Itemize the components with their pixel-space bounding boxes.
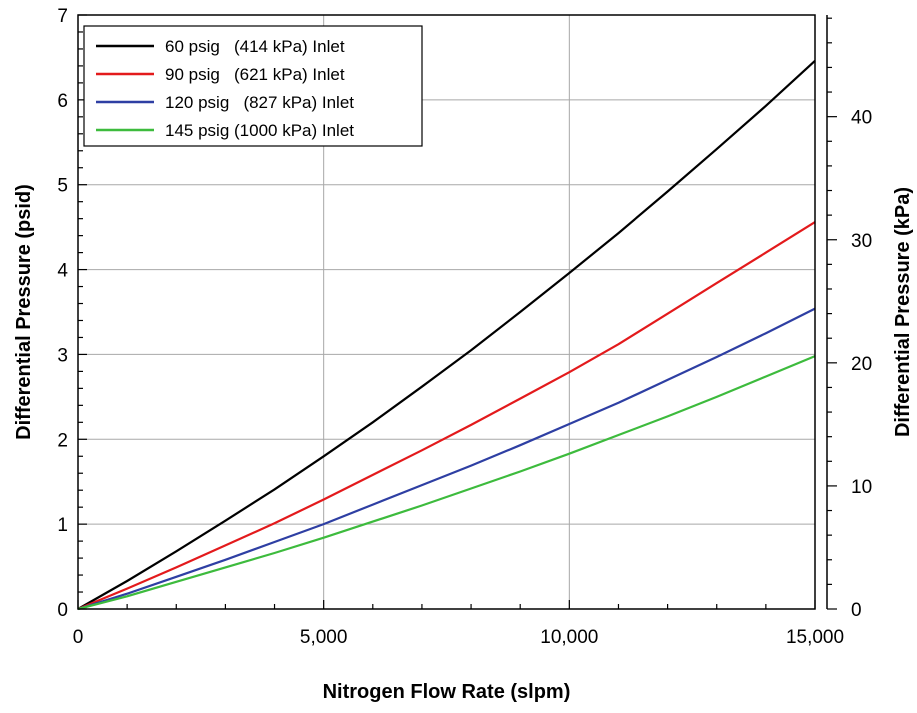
y2-tick-label: 40 bbox=[851, 108, 872, 129]
legend-label-4: 145 psig (1000 kPa) Inlet bbox=[165, 121, 354, 140]
series-line-2 bbox=[77, 221, 816, 611]
tick-labels: 0 5,000 10,000 15,000 0 1 2 3 4 5 6 7 0 10 20 30 40 bbox=[57, 6, 872, 648]
legend-label-3: 120 psig (827 kPa) Inlet bbox=[165, 93, 354, 112]
y2-tick-label: 20 bbox=[851, 354, 872, 375]
y-tick-label: 4 bbox=[57, 261, 68, 282]
axis-ticks bbox=[77, 14, 837, 610]
y-tick-label: 1 bbox=[57, 515, 68, 536]
y-tick-label: 3 bbox=[57, 345, 68, 366]
x-tick-label: 15,000 bbox=[786, 627, 844, 648]
series-line-1 bbox=[77, 59, 816, 610]
y-tick-label: 0 bbox=[57, 600, 68, 621]
x-axis-title: Nitrogen Flow Rate (slpm) bbox=[323, 681, 571, 703]
y2-tick-label: 30 bbox=[851, 231, 872, 252]
y2-tick-label: 0 bbox=[851, 600, 862, 621]
legend-label-1: 60 psig (414 kPa) Inlet bbox=[165, 37, 345, 56]
x-tick-label: 5,000 bbox=[300, 627, 348, 648]
x-tick-label: 10,000 bbox=[540, 627, 598, 648]
x-tick-label: 0 bbox=[73, 627, 84, 648]
y2-axis-title: Differential Pressure (kPa) bbox=[892, 187, 914, 437]
grid bbox=[78, 15, 815, 609]
y-tick-label: 6 bbox=[57, 91, 68, 112]
series-line-3 bbox=[77, 307, 816, 611]
series-line-4 bbox=[77, 355, 816, 611]
series-lines bbox=[77, 59, 816, 611]
legend: 60 psig (414 kPa) Inlet 90 psig (621 kPa)… bbox=[83, 25, 423, 147]
legend-label-2: 90 psig (621 kPa) Inlet bbox=[165, 65, 345, 84]
y-axis-title: Differential Pressure (psid) bbox=[13, 184, 35, 440]
y-tick-label: 2 bbox=[57, 430, 68, 451]
plot-frame bbox=[77, 14, 816, 610]
y-tick-label: 5 bbox=[57, 176, 68, 197]
y-tick-label: 7 bbox=[57, 6, 68, 27]
y2-tick-label: 10 bbox=[851, 477, 872, 498]
